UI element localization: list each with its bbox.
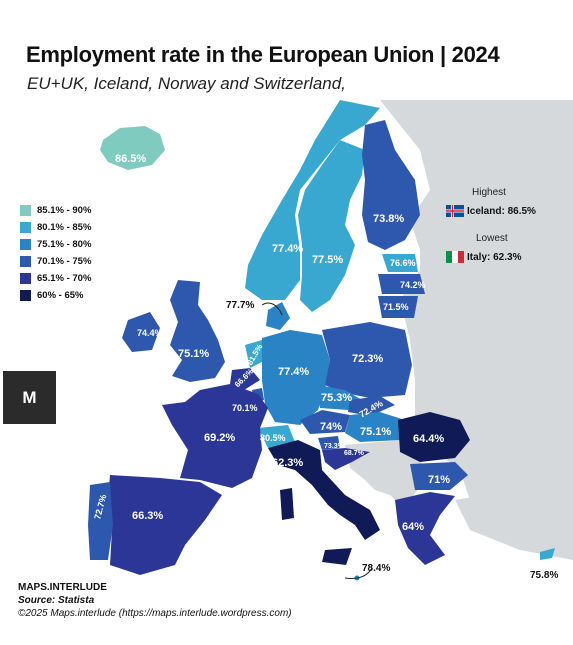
- country-italy-sicily: [322, 548, 352, 565]
- country-austria: [300, 410, 350, 434]
- page-title: Employment rate in the European Union | …: [26, 42, 500, 67]
- label-czechia: 75.3%: [321, 392, 352, 404]
- country-spain: [108, 475, 222, 575]
- label-norway: 77.4%: [272, 243, 303, 255]
- country-lithuania: [378, 296, 418, 318]
- label-denmark: 77.7%: [226, 300, 254, 311]
- country-uk: [170, 280, 225, 382]
- legend-item: 60% - 65%: [20, 289, 91, 302]
- italy-flag-icon: [446, 251, 464, 263]
- label-uk: 75.1%: [178, 348, 209, 360]
- footer-source: Source: Statista: [18, 595, 95, 606]
- page-subtitle: EU+UK, Iceland, Norway and Switzerland,: [27, 74, 346, 93]
- label-malta: 78.4%: [362, 563, 390, 574]
- legend-swatch: [20, 239, 31, 250]
- country-italy: [268, 440, 380, 540]
- malta-pointer: [344, 567, 373, 579]
- label-cyprus: 75.8%: [530, 570, 558, 581]
- country-poland: [322, 322, 412, 398]
- footer-copyright: ©2025 Maps.interlude (https://maps.inter…: [18, 608, 292, 619]
- label-slovenia: 73.3%: [324, 443, 345, 450]
- country-slovenia: [318, 436, 340, 450]
- denmark-pointer: [261, 302, 283, 316]
- label-poland: 72.3%: [352, 353, 383, 365]
- label-iceland: 86.5%: [115, 153, 146, 165]
- footer-brand: MAPS.INTERLUDE: [18, 582, 107, 593]
- country-slovakia: [348, 396, 395, 416]
- lowest-value: Italy: 62.3%: [467, 252, 522, 263]
- country-romania: [398, 412, 470, 462]
- country-switzerland: [258, 425, 295, 448]
- legend-swatch: [20, 205, 31, 216]
- country-latvia: [378, 274, 425, 294]
- country-ireland: [122, 312, 160, 352]
- country-finland: [362, 120, 420, 250]
- label-latvia: 74.2%: [400, 280, 426, 290]
- legend-item: 85.1% - 90%: [20, 204, 91, 217]
- legend-label: 80.1% - 85%: [37, 222, 92, 233]
- legend-label: 85.1% - 90%: [37, 205, 92, 216]
- country-italy-sardinia: [280, 488, 294, 520]
- legend-label: 60% - 65%: [37, 290, 84, 301]
- legend: 85.1% - 90% 80.1% - 85% 75.1% - 80% 70.1…: [20, 204, 91, 306]
- legend-swatch: [20, 222, 31, 233]
- label-switzerland: 80.5%: [260, 433, 286, 443]
- label-germany: 77.4%: [278, 366, 309, 378]
- iceland-flag-icon: [446, 205, 464, 217]
- label-sweden: 77.5%: [312, 254, 343, 266]
- legend-item: 70.1% - 75%: [20, 255, 91, 268]
- legend-swatch: [20, 256, 31, 267]
- legend-label: 75.1% - 80%: [37, 239, 92, 250]
- label-lithuania: 71.5%: [383, 302, 409, 312]
- country-france: [162, 384, 268, 488]
- country-cyprus: [540, 548, 555, 560]
- label-austria: 74%: [320, 421, 342, 433]
- country-netherlands: [245, 340, 266, 368]
- label-croatia: 68.7%: [344, 450, 365, 457]
- brand-logo: M: [3, 371, 56, 424]
- country-croatia: [322, 448, 370, 470]
- label-ireland: 74.4%: [137, 328, 163, 338]
- label-spain: 66.3%: [132, 510, 163, 522]
- highest-heading: Highest: [472, 187, 506, 198]
- country-norway: [245, 100, 380, 300]
- country-bulgaria: [410, 462, 468, 490]
- label-greece: 64%: [402, 521, 424, 533]
- country-iceland: [100, 126, 165, 170]
- label-bulgaria: 71%: [428, 474, 450, 486]
- country-denmark: [266, 302, 290, 330]
- country-belgium: [230, 368, 260, 390]
- legend-label: 70.1% - 75%: [37, 256, 92, 267]
- label-finland: 73.8%: [373, 213, 404, 225]
- country-hungary: [345, 412, 405, 442]
- non-eu-balkans: [345, 440, 425, 505]
- label-luxembourg: 70.1%: [232, 403, 258, 413]
- legend-item: 65.1% - 70%: [20, 272, 91, 285]
- highest-value: Iceland: 86.5%: [467, 206, 536, 217]
- label-hungary: 75.1%: [360, 426, 391, 438]
- legend-label: 65.1% - 70%: [37, 273, 92, 284]
- country-greece: [395, 492, 455, 565]
- country-estonia: [382, 254, 418, 272]
- label-france: 69.2%: [204, 432, 235, 444]
- label-italy: 62.3%: [272, 457, 303, 469]
- country-portugal: [88, 482, 113, 560]
- legend-item: 80.1% - 85%: [20, 221, 91, 234]
- lowest-heading: Lowest: [476, 233, 508, 244]
- country-sweden: [298, 140, 365, 312]
- label-romania: 64.4%: [413, 433, 444, 445]
- label-estonia: 76.6%: [390, 258, 416, 268]
- country-germany: [262, 330, 330, 425]
- legend-swatch: [20, 290, 31, 301]
- legend-swatch: [20, 273, 31, 284]
- legend-item: 75.1% - 80%: [20, 238, 91, 251]
- non-eu-turkey: [455, 480, 573, 560]
